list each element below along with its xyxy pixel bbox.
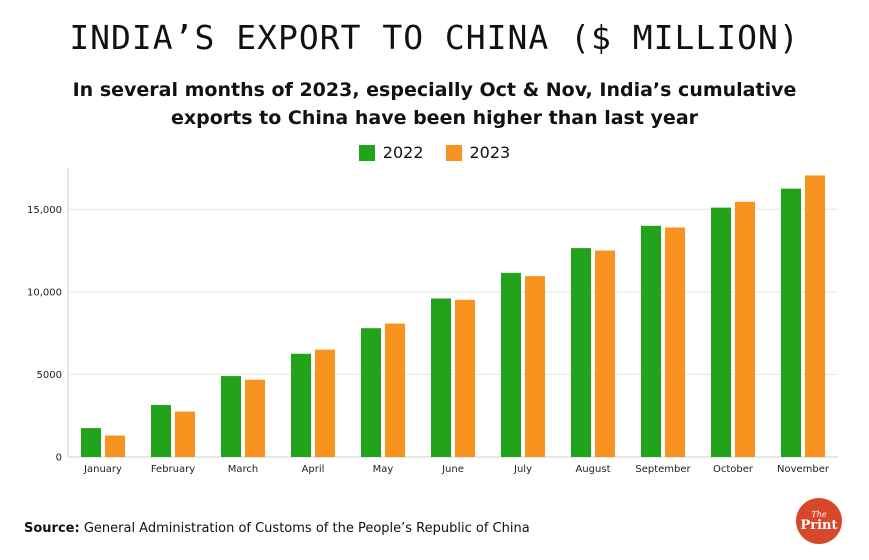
bar-2023-november [805,175,825,457]
chart-subtitle: In several months of 2023, especially Oc… [72,79,797,129]
y-tick-label: 10,000 [27,287,62,298]
x-tick-label: June [441,464,464,475]
x-tick-label: July [513,464,532,475]
logo-print: Print [800,517,838,533]
legend-swatch-2022 [358,144,375,161]
source-label: Source: [24,521,80,536]
legend-item-2023: 2023 [445,143,511,162]
x-tick-label: September [635,464,691,475]
x-tick-label: November [777,464,830,475]
bar-2022-april [291,353,311,457]
bar-2023-may [385,323,405,457]
bar-2022-march [221,376,241,457]
bar-2022-may [361,328,381,457]
legend-swatch-2023 [445,144,462,161]
logo-the: The [811,509,827,519]
x-tick-label: January [83,464,122,475]
bar-2022-november [781,188,801,457]
chart-title: INDIA’S EXPORT TO CHINA ($ MILLION) [69,18,800,57]
legend-label-2023: 2023 [469,143,511,162]
x-tick-label: February [151,464,195,475]
bar-2022-august [571,248,591,457]
bar-2023-september [665,227,685,457]
source-note: Source: General Administration of Custom… [24,521,530,536]
bar-2023-june [455,299,475,457]
y-tick-label: 5000 [37,370,62,381]
theprint-logo: The Print [796,498,842,544]
x-tick-label: October [713,464,754,475]
bar-2022-june [431,298,451,457]
x-tick-label: August [576,464,611,475]
x-tick-label: March [228,464,258,475]
legend-label-2022: 2022 [382,143,424,162]
bar-2022-february [151,404,171,457]
bar-2023-august [595,250,615,457]
bar-2023-july [525,276,545,457]
legend-item-2022: 2022 [358,143,424,162]
bar-2023-february [175,411,195,457]
bar-2023-october [735,201,755,457]
bar-2023-january [105,435,125,457]
y-tick-label: 15,000 [27,205,62,216]
bar-2022-july [501,272,521,457]
bar-2022-september [641,225,661,457]
source-text: General Administration of Customs of the… [79,521,530,536]
y-tick-label: 0 [56,453,62,464]
x-tick-label: April [302,464,325,475]
x-tick-label: May [373,464,394,475]
legend: 2022 2023 [0,143,869,162]
bar-2022-january [81,428,101,457]
bar-2022-october [711,207,731,457]
bar-2023-april [315,349,335,457]
bar-2023-march [245,379,265,457]
